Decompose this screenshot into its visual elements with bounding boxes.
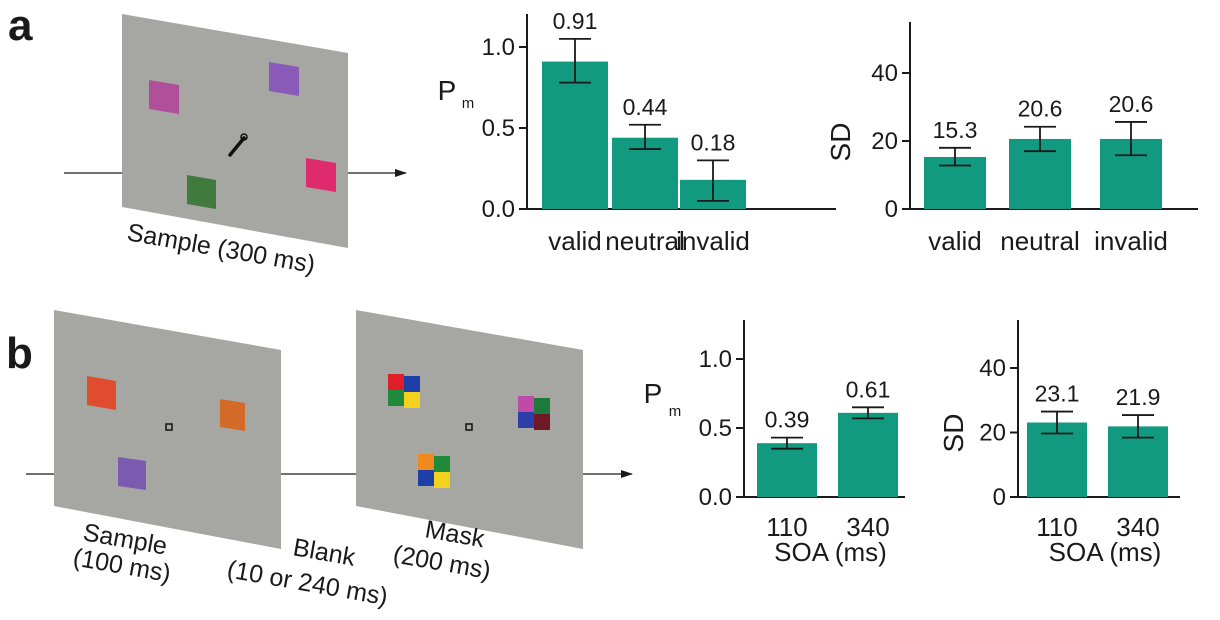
category-label: neutral bbox=[605, 226, 685, 256]
y-tick-label: 0 bbox=[993, 484, 1006, 511]
fixation-ring-icon bbox=[240, 133, 248, 141]
data-label: 0.61 bbox=[846, 376, 891, 402]
chart-a-pm: 0.0 0.5 1.0 P m 0.91 valid 0.44 neutral 0.18 inval… bbox=[438, 8, 836, 256]
data-label: 0.39 bbox=[765, 407, 810, 433]
mask-patch-left bbox=[388, 374, 420, 408]
y-tick-label: 1.0 bbox=[699, 346, 732, 373]
chart-a-sd: 0 20 40 SD 15.3 valid 20.6 neutral 20.6 invalid bbox=[825, 22, 1198, 256]
y-tick-label: 20 bbox=[979, 420, 1006, 447]
data-label: 21.9 bbox=[1116, 384, 1161, 410]
sample-square-violet bbox=[118, 457, 146, 490]
sample-square-green bbox=[187, 175, 216, 209]
sample-square-purple bbox=[269, 62, 299, 96]
y-tick-label: 0.5 bbox=[482, 115, 515, 142]
data-label: 23.1 bbox=[1035, 381, 1080, 407]
bar bbox=[757, 443, 817, 497]
stimulus-a: Sample (300 ms) bbox=[64, 14, 407, 279]
category-label: valid bbox=[548, 226, 601, 256]
data-label: 0.18 bbox=[691, 129, 736, 155]
y-tick-label: 0.0 bbox=[699, 484, 732, 511]
y-axis-label-subscript: m bbox=[462, 95, 475, 112]
sample-square-orange bbox=[220, 399, 245, 431]
data-label: 15.3 bbox=[933, 117, 978, 143]
x-axis-label: SOA (ms) bbox=[1049, 537, 1162, 567]
stimulus-b: Sample (100 ms) Blank (10 or 240 ms) Mas… bbox=[26, 310, 633, 611]
category-label: neutral bbox=[1000, 226, 1080, 256]
fixation-square-icon bbox=[165, 423, 173, 431]
sample-square-magenta bbox=[149, 80, 179, 114]
data-label: 20.6 bbox=[1109, 91, 1154, 117]
data-label: 0.44 bbox=[623, 94, 668, 120]
y-axis-label: P bbox=[644, 378, 663, 409]
bar bbox=[1027, 422, 1087, 497]
y-tick-label: 40 bbox=[871, 60, 898, 87]
panel-letter-b: b bbox=[6, 329, 33, 378]
mask-patch-bottom bbox=[418, 454, 450, 488]
category-label: valid bbox=[928, 226, 981, 256]
sample-square-pink bbox=[306, 158, 336, 192]
data-label: 0.91 bbox=[553, 8, 598, 34]
y-axis-label: P bbox=[438, 75, 457, 106]
y-tick-label: 0 bbox=[885, 196, 898, 223]
cue-arrow-icon bbox=[228, 136, 246, 157]
bar bbox=[838, 412, 898, 497]
y-tick-label: 0.0 bbox=[482, 196, 515, 223]
x-axis-label: SOA (ms) bbox=[774, 537, 887, 567]
panel-letter-a: a bbox=[8, 1, 33, 50]
y-tick-label: 0.5 bbox=[699, 415, 732, 442]
category-label: 110 bbox=[766, 512, 807, 542]
category-label: invalid bbox=[676, 226, 750, 256]
category-label: invalid bbox=[1094, 226, 1168, 256]
bar bbox=[542, 61, 608, 209]
y-axis-label: SD bbox=[938, 414, 969, 453]
y-axis-label-subscript: m bbox=[669, 403, 682, 420]
y-axis-label: SD bbox=[825, 123, 856, 162]
category-label: 110 bbox=[1036, 512, 1077, 542]
data-label: 20.6 bbox=[1018, 96, 1063, 122]
sample-square-red bbox=[87, 376, 116, 410]
y-tick-label: 1.0 bbox=[482, 34, 515, 61]
sample-screen-a bbox=[122, 14, 348, 248]
y-tick-label: 20 bbox=[871, 128, 898, 155]
y-tick-label: 40 bbox=[979, 355, 1006, 382]
caption-blank: Blank bbox=[291, 533, 358, 572]
category-label: 340 bbox=[846, 512, 889, 542]
category-label: 340 bbox=[1116, 512, 1159, 542]
mask-patch-right bbox=[518, 396, 550, 430]
fixation-square-icon bbox=[465, 423, 473, 431]
